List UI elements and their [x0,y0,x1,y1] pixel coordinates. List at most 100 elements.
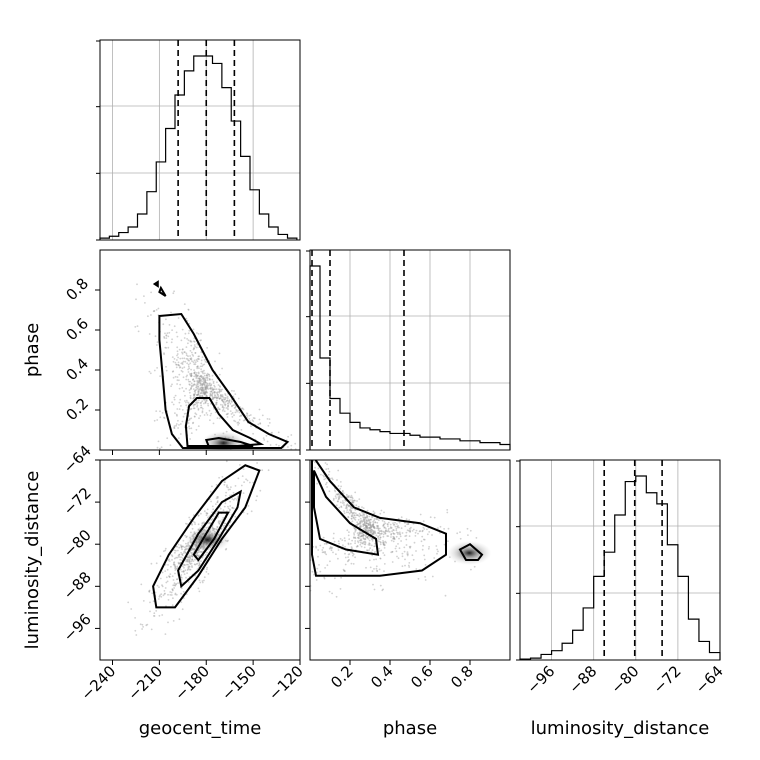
sample-point [205,387,208,389]
sample-point [231,389,233,392]
sample-point [162,323,165,326]
sample-point [197,393,200,395]
sample-point [205,412,208,414]
sample-point [329,546,332,548]
sample-point [175,424,178,427]
sample-point [373,512,376,514]
sample-point [348,504,350,507]
sample-point [218,388,220,390]
sample-point [183,564,186,567]
density-contour [204,436,254,449]
sample-point [367,529,369,532]
sample-point [177,582,179,584]
sample-point [370,530,372,533]
sample-point [184,400,186,402]
sample-point [210,390,213,393]
sample-point [205,400,208,402]
sample-point [193,372,196,374]
sample-point [155,309,158,311]
sample-point [338,495,341,498]
sample-point [177,364,180,366]
sample-point [195,373,198,376]
sample-point [382,542,385,545]
sample-point [377,532,380,534]
sample-point [372,510,375,513]
sample-point [190,382,193,385]
sample-point [171,604,174,607]
sample-point [384,529,387,532]
sample-point [360,535,363,538]
sample-point [409,529,411,532]
sample-point [321,549,324,551]
sample-point [351,507,354,510]
sample-point [359,541,362,544]
sample-point [193,372,196,374]
sample-point [240,484,243,487]
sample-point [360,545,363,548]
sample-point [331,478,334,481]
sample-point [394,525,397,528]
sample-point [363,522,366,525]
sample-point [192,514,195,516]
sample-point [193,347,195,349]
sample-point [218,388,221,391]
sample-point [341,490,344,493]
sample-point [372,531,375,534]
sample-point [172,579,175,581]
sample-point [181,570,184,573]
sample-point [354,518,357,521]
sample-point [345,504,348,507]
sample-point [408,519,411,521]
sample-point [190,387,193,389]
sample-point [195,388,198,391]
sample-point [398,531,401,534]
sample-point [363,524,365,527]
sample-point [149,610,151,613]
sample-point [348,538,351,541]
sample-point [209,384,212,387]
sample-point [215,497,218,500]
density-contour [192,511,230,562]
sample-point [258,408,261,411]
sample-point [201,400,204,403]
sample-point [200,406,203,409]
sample-point [371,554,374,557]
sample-point [181,351,183,354]
sample-point [395,545,398,548]
sample-point [216,497,219,499]
sample-point [191,555,194,557]
sample-point [405,538,408,541]
sample-point [199,378,201,380]
sample-point [174,569,177,571]
sample-point [182,360,185,363]
sample-point [190,374,193,377]
sample-point [398,547,401,550]
sample-point [177,554,180,557]
sample-point [156,367,159,369]
sample-point [148,370,151,373]
sample-point [358,522,360,525]
sample-point [184,551,187,554]
sample-point [415,550,417,552]
sample-point [232,404,235,407]
sample-point [374,521,377,524]
sample-point [164,563,167,566]
sample-point [415,568,418,570]
sample-point [202,391,205,393]
sample-point [200,375,203,378]
x-tick-label: 0.8 [447,662,477,692]
sample-point [192,384,195,387]
sample-point [382,524,385,527]
sample-point [187,363,190,366]
sample-point [357,541,360,544]
sample-point [171,588,174,590]
sample-point [188,329,191,332]
sample-point [352,553,355,556]
sample-point [197,393,200,395]
sample-point [190,344,193,347]
sample-point [228,401,231,403]
sample-point [173,325,176,328]
sample-point [180,405,182,407]
sample-point [187,568,190,571]
sample-point [324,550,326,553]
